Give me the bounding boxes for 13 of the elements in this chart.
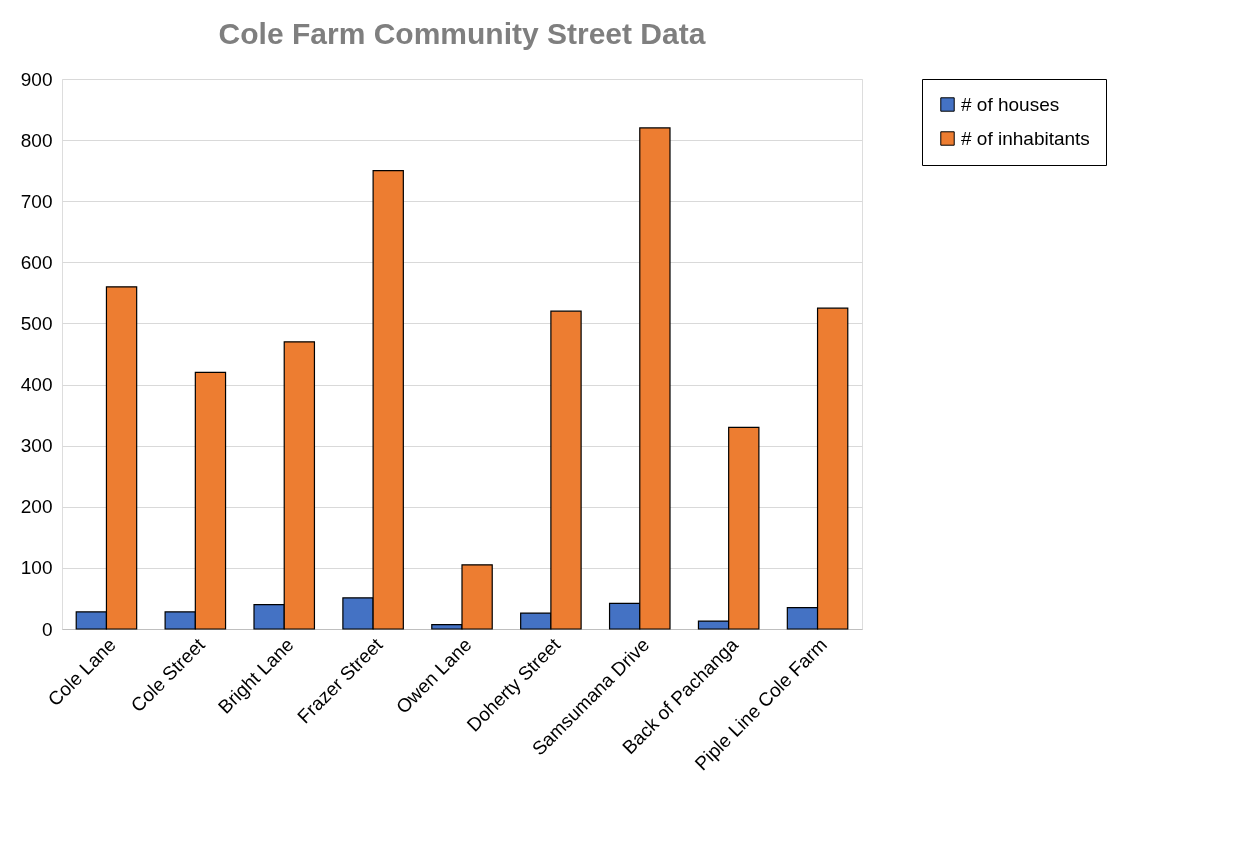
y-tick-label: 700 <box>20 190 53 212</box>
y-tick-label: 200 <box>20 496 53 518</box>
y-tick-label: 100 <box>20 557 53 579</box>
y-tick-label: 300 <box>20 435 53 457</box>
y-tick-label: 900 <box>20 68 53 90</box>
y-tick-label: 500 <box>20 312 53 334</box>
chart-title: Cole Farm Community Street Data <box>218 17 706 50</box>
y-tick-label: 800 <box>20 129 53 151</box>
y-tick-label: 600 <box>20 251 53 273</box>
y-tick-label: 400 <box>20 374 53 396</box>
y-tick-label: 0 <box>41 618 53 640</box>
legend-label: # of houses <box>961 93 1060 115</box>
legend-label: # of inhabitants <box>961 127 1090 149</box>
